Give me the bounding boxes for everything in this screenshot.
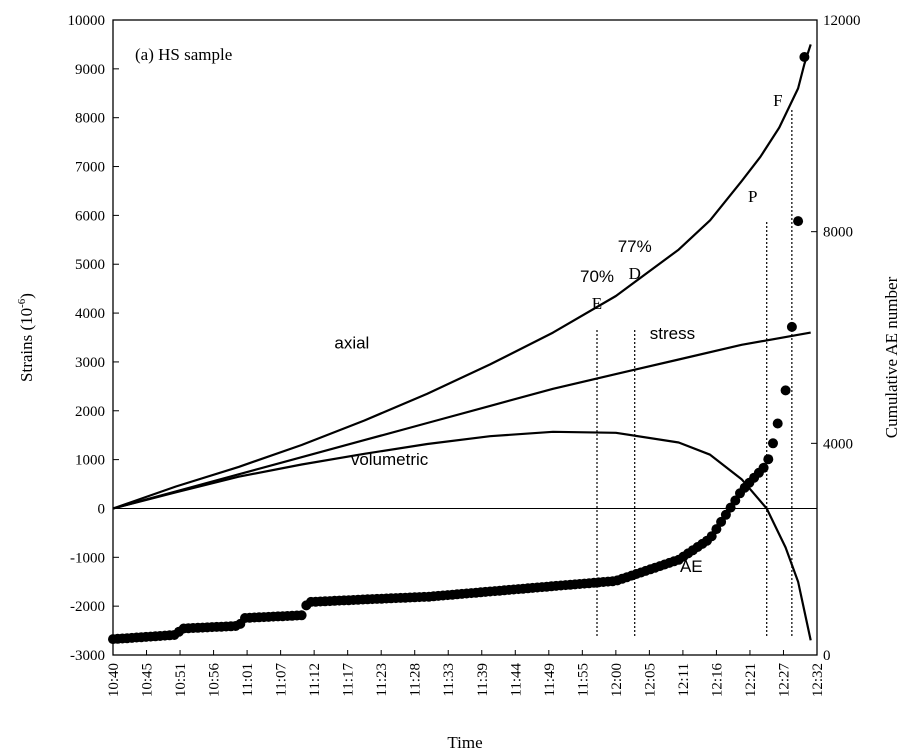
- ae-point: [799, 52, 810, 62]
- annotation-marker-E: E: [592, 294, 602, 313]
- annotation-marker-D: D: [629, 264, 641, 283]
- left-tick-label: -2000: [70, 599, 105, 615]
- ae-point: [780, 385, 791, 396]
- left-tick-label: 3000: [75, 355, 105, 371]
- ae-point: [772, 418, 783, 429]
- x-tick-label: 10:45: [140, 663, 156, 697]
- x-tick-label: 10:56: [207, 663, 223, 698]
- x-tick-label: 12:16: [709, 663, 725, 698]
- right-tick-label: 0: [823, 648, 831, 664]
- left-tick-label: 5000: [75, 257, 105, 273]
- x-axis-title: Time: [447, 733, 482, 752]
- right-tick-label: 12000: [823, 13, 861, 29]
- ae-point: [763, 454, 774, 465]
- ae-point: [720, 509, 731, 520]
- series-label-volumetric: volumetric: [351, 450, 429, 469]
- x-tick-label: 11:28: [408, 663, 424, 697]
- x-tick-label: 12:32: [810, 663, 826, 697]
- ae-point: [768, 438, 778, 449]
- right-tick-label: 4000: [823, 436, 853, 452]
- left-tick-label: 8000: [75, 111, 105, 127]
- right-tick-label: 8000: [823, 225, 853, 241]
- annotation-percent: 70%: [580, 267, 614, 286]
- series-line-stress: [112, 331, 811, 510]
- series-line-volumetric: [112, 430, 812, 641]
- left-tick-label: 4000: [75, 306, 105, 322]
- x-tick-label: 12:11: [676, 663, 692, 697]
- series-label-AE: AE: [680, 557, 703, 576]
- x-tick-label: 11:33: [441, 663, 457, 697]
- x-tick-label: 11:39: [475, 663, 491, 697]
- annotation-marker-F: F: [773, 91, 782, 110]
- x-tick-label: 11:07: [274, 663, 290, 697]
- ae-point: [758, 462, 769, 473]
- ae-point: [711, 524, 722, 535]
- x-tick-label: 10:51: [173, 663, 189, 697]
- x-tick-label: 11:01: [240, 663, 256, 697]
- left-tick-label: -1000: [70, 550, 105, 566]
- x-tick-label: 11:17: [341, 663, 357, 697]
- series-label-axial: axial: [334, 334, 369, 353]
- ae-point: [725, 502, 736, 513]
- x-tick-label: 11:49: [542, 663, 558, 697]
- x-tick-label: 11:44: [508, 663, 524, 697]
- x-tick-label: 10:40: [106, 663, 122, 697]
- series-label-stress: stress: [650, 324, 695, 343]
- left-tick-label: 1000: [75, 453, 105, 469]
- left-tick-label: 10000: [68, 13, 106, 29]
- x-tick-label: 12:27: [776, 663, 792, 698]
- y-axis-right-title: Cumulative AE number: [882, 276, 901, 438]
- chart-title: (a) HS sample: [135, 45, 232, 64]
- x-tick-label: 11:23: [374, 663, 390, 697]
- y-axis-left-title: Strains (10-6): [16, 293, 36, 382]
- ae-point: [793, 216, 804, 227]
- left-tick-label: 7000: [75, 160, 105, 176]
- x-tick-label: 12:00: [609, 663, 625, 697]
- ae-point: [716, 516, 727, 527]
- series-line-axial: [112, 44, 812, 510]
- ae-point: [296, 610, 307, 621]
- left-tick-label: 0: [98, 501, 106, 517]
- left-tick-label: 2000: [75, 404, 105, 420]
- x-tick-label: 11:12: [307, 663, 323, 697]
- ae-point: [706, 531, 717, 542]
- x-tick-label: 12:21: [743, 663, 759, 697]
- annotation-marker-P: P: [748, 187, 757, 206]
- left-tick-label: 9000: [75, 62, 105, 78]
- ae-point: [730, 495, 741, 506]
- plot-area: [112, 19, 818, 656]
- x-tick-label: 11:55: [575, 663, 591, 697]
- left-tick-label: -3000: [70, 648, 105, 664]
- left-tick-label: 6000: [75, 208, 105, 224]
- annotation-percent: 77%: [618, 237, 652, 256]
- x-tick-label: 12:05: [642, 663, 658, 697]
